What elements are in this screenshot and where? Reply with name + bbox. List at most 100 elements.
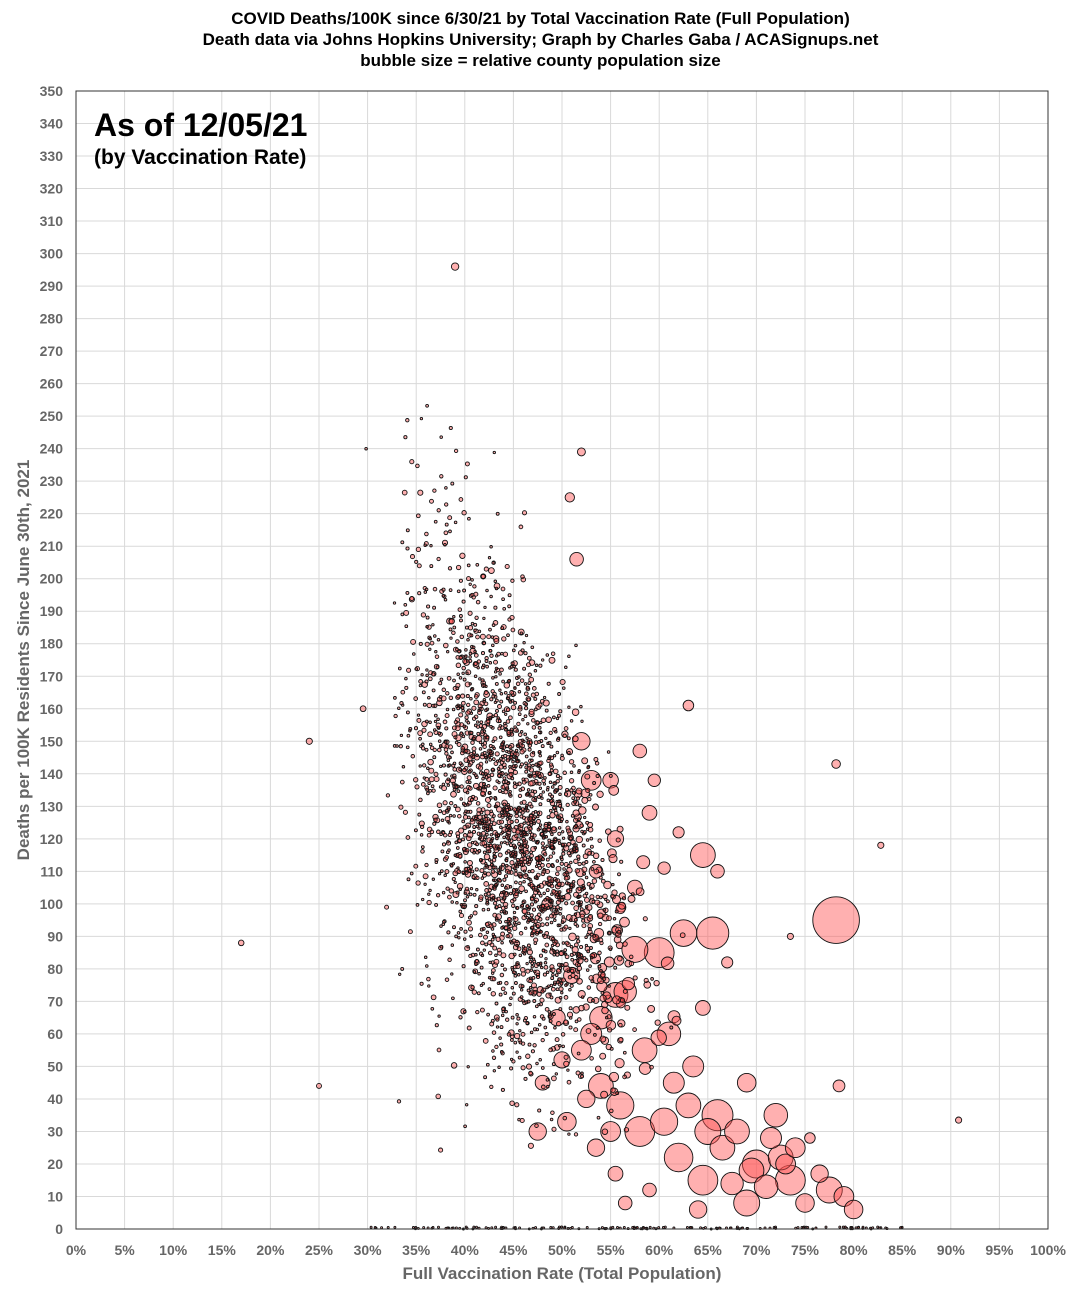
- county-bubble: [624, 1004, 631, 1011]
- county-bubble: [492, 814, 496, 818]
- county-bubble: [585, 1028, 592, 1034]
- county-bubble: [572, 809, 580, 817]
- county-bubble: [553, 1025, 557, 1030]
- county-bubble: [484, 772, 488, 776]
- county-bubble: [414, 784, 420, 790]
- county-bubble: [471, 746, 477, 752]
- county-bubble: [517, 1117, 521, 1122]
- county-bubble: [532, 1014, 537, 1019]
- county-bubble: [486, 634, 492, 640]
- county-bubble: [566, 881, 571, 886]
- county-bubble: [569, 770, 574, 775]
- county-bubble: [531, 928, 537, 934]
- county-bubble: [550, 892, 554, 896]
- county-bubble: [444, 855, 449, 860]
- county-bubble: [534, 855, 540, 861]
- county-bubble: [548, 992, 552, 996]
- county-bubble: [521, 777, 526, 782]
- county-bubble: [514, 891, 519, 897]
- county-bubble: [499, 1025, 504, 1030]
- county-bubble: [795, 1193, 815, 1213]
- county-bubble: [432, 728, 437, 732]
- county-bubble: [570, 957, 575, 962]
- county-bubble: [514, 852, 518, 857]
- county-bubble: [669, 1025, 674, 1030]
- county-bubble: [571, 708, 580, 716]
- county-bubble: [524, 849, 530, 855]
- county-bubble: [466, 775, 472, 781]
- county-bubble: [414, 667, 418, 671]
- county-bubble: [561, 915, 565, 919]
- county-bubble: [517, 793, 523, 799]
- county-bubble: [396, 1099, 402, 1104]
- county-bubble: [528, 991, 533, 996]
- county-bubble: [448, 888, 454, 894]
- county-bubble: [538, 802, 543, 807]
- county-bubble: [555, 779, 560, 784]
- county-bubble: [491, 623, 496, 627]
- county-bubble: [481, 825, 486, 830]
- county-bubble: [518, 881, 523, 886]
- county-bubble: [642, 916, 648, 922]
- county-bubble: [508, 828, 512, 833]
- county-bubble: [431, 877, 435, 881]
- y-tick-label: 310: [40, 213, 64, 229]
- county-bubble: [656, 1021, 682, 1047]
- county-bubble: [514, 813, 520, 819]
- county-bubble: [529, 902, 535, 907]
- x-tick-label: 35%: [402, 1242, 431, 1258]
- county-bubble: [545, 922, 550, 927]
- county-bubble: [550, 943, 555, 948]
- county-bubble: [491, 878, 496, 882]
- county-bubble: [422, 763, 427, 768]
- county-bubble: [540, 862, 545, 868]
- county-bubble: [709, 1134, 736, 1161]
- county-bubble: [576, 958, 580, 963]
- county-bubble: [602, 772, 619, 789]
- county-bubble: [501, 679, 505, 684]
- county-bubble: [461, 837, 465, 842]
- county-bubble: [424, 719, 429, 724]
- county-bubble: [455, 901, 459, 905]
- county-bubble: [596, 1115, 601, 1120]
- county-bubble: [577, 886, 582, 891]
- county-bubble: [521, 950, 525, 954]
- county-bubble: [405, 528, 410, 533]
- county-bubble: [518, 874, 523, 879]
- county-bubble: [611, 882, 615, 887]
- county-bubble: [479, 983, 484, 988]
- county-bubble: [526, 949, 533, 956]
- county-bubble: [549, 899, 553, 903]
- county-bubble: [500, 586, 506, 592]
- county-bubble: [623, 1127, 630, 1133]
- county-bubble: [559, 678, 566, 686]
- county-bubble: [405, 418, 410, 423]
- county-bubble: [439, 764, 443, 769]
- county-bubble: [483, 566, 489, 572]
- county-bubble: [485, 1062, 490, 1067]
- county-bubble: [397, 666, 402, 671]
- county-bubble: [526, 911, 531, 916]
- y-tick-label: 200: [40, 571, 64, 587]
- county-bubble: [597, 912, 604, 920]
- county-bubble: [585, 787, 591, 794]
- county-bubble: [571, 790, 577, 795]
- county-bubble: [468, 953, 473, 959]
- county-bubble: [468, 892, 473, 897]
- county-bubble: [429, 544, 433, 548]
- county-bubble: [469, 730, 474, 735]
- county-bubble: [558, 907, 563, 911]
- county-bubble: [824, 1225, 828, 1229]
- county-bubble: [502, 651, 509, 657]
- county-bubble: [505, 933, 510, 939]
- county-bubble: [500, 883, 505, 888]
- county-bubble: [516, 857, 521, 863]
- county-bubble: [561, 830, 565, 834]
- county-bubble: [502, 895, 507, 900]
- county-bubble: [553, 790, 557, 794]
- county-bubble: [568, 1025, 573, 1030]
- county-bubble: [584, 897, 590, 903]
- county-bubble: [546, 905, 551, 910]
- county-bubble: [570, 968, 575, 974]
- county-bubble: [428, 720, 432, 724]
